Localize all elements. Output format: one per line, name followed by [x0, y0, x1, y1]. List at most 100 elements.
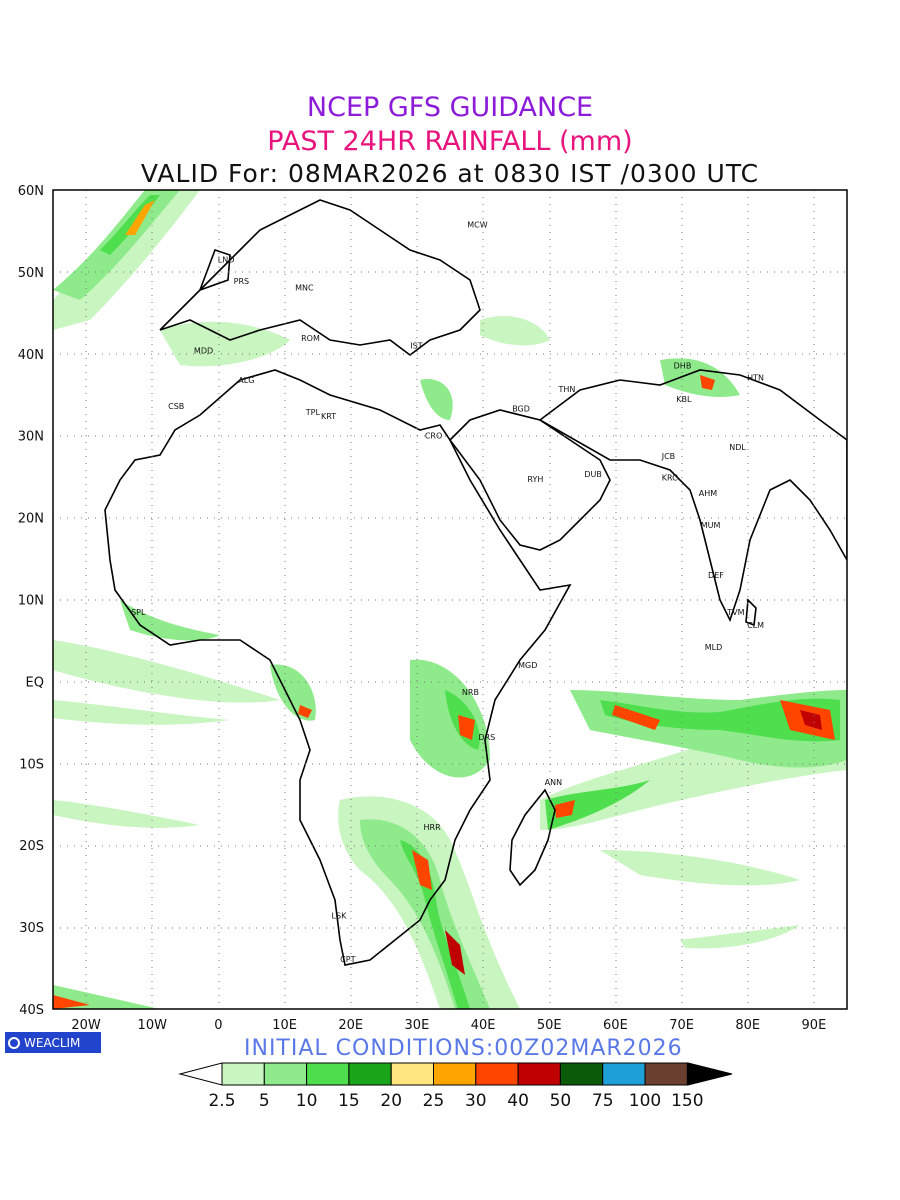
lat-label: 20S [19, 839, 44, 854]
longitude-labels: 20W 10W 0 10E 20E 30E 40E 50E 60E 70E 80E 90E [71, 1018, 826, 1033]
lat-label: 40N [18, 348, 44, 363]
city-label: AHM [699, 489, 717, 498]
city-label: MNC [295, 283, 314, 292]
colorbar-box [475, 1062, 519, 1086]
colorbar-label: 150 [671, 1091, 703, 1111]
colorbar-box [433, 1062, 477, 1086]
city-label: HRR [424, 823, 442, 832]
city-label: DRS [478, 733, 495, 742]
coastlines [104, 199, 847, 966]
lat-label: EQ [26, 675, 44, 690]
city-label: BGD [512, 405, 530, 414]
lat-label: 40S [19, 1003, 44, 1018]
title-model: NCEP GFS GUIDANCE [306, 92, 594, 123]
colorbar-box [306, 1062, 350, 1086]
city-label: SPL [131, 608, 146, 617]
lon-label: 80E [735, 1018, 760, 1033]
city-label: ANN [545, 778, 562, 787]
city-label: THN [558, 385, 576, 394]
city-label: MDD [194, 347, 213, 356]
city-label: HTN [747, 374, 764, 383]
lon-label: 90E [802, 1018, 827, 1033]
lon-label: 60E [603, 1018, 628, 1033]
city-label: KRC [662, 473, 678, 482]
weaclim-logo-icon [8, 1036, 20, 1049]
lon-label: 10W [138, 1018, 168, 1033]
weaclim-badge: WEACLIM [5, 1032, 101, 1053]
colorbar-label: 75 [592, 1091, 614, 1111]
colorbar-label: 100 [629, 1091, 661, 1111]
initial-conditions: INITIAL CONDITIONS:00Z02MAR2026 [244, 1036, 683, 1061]
colorbar-box [263, 1062, 308, 1086]
city-label: PRS [234, 277, 249, 286]
city-label: IST [410, 342, 422, 351]
colorbar-label: 25 [423, 1091, 445, 1111]
city-label: CPT [340, 955, 355, 964]
city-label: LND [218, 256, 235, 265]
colorbar-label: 10 [296, 1091, 318, 1111]
title-variable: PAST 24HR RAINFALL (mm) [267, 126, 633, 157]
rainfall-field [53, 190, 847, 1009]
colorbar-low-arrow [178, 1062, 223, 1086]
colorbar-box [348, 1062, 392, 1086]
city-label: CLM [747, 621, 764, 630]
colorbar-label: 50 [550, 1091, 572, 1111]
lon-label: 30E [405, 1018, 430, 1033]
city-label: ROM [301, 334, 320, 343]
city-labels: MCW LND PRS MNC MDD ROM IST ALG CSB TPL KRT CRO BGD T… [131, 220, 764, 964]
lat-label: 60N [18, 184, 44, 199]
city-label: TPL [305, 408, 321, 417]
lat-label: 50N [18, 266, 44, 281]
city-label: MUM [701, 521, 721, 530]
city-label: NDL [729, 443, 746, 452]
colorbar-box [221, 1062, 265, 1086]
city-label: ALG [238, 376, 254, 385]
city-label: RYH [527, 475, 543, 484]
badge-label: WEACLIM [24, 1035, 81, 1050]
city-label: DUB [584, 470, 602, 479]
colorbar-label: 30 [465, 1091, 487, 1111]
colorbar-box [602, 1062, 646, 1086]
lon-label: 0 [214, 1018, 222, 1033]
city-label: KBL [676, 395, 692, 404]
colorbar-boxes [221, 1062, 688, 1086]
colorbar-box [390, 1062, 435, 1086]
colorbar-label: 15 [338, 1091, 360, 1111]
lon-label: 10E [272, 1018, 297, 1033]
city-label: NRB [462, 688, 479, 697]
city-label: KRT [321, 412, 336, 421]
colorbar-label: 40 [507, 1091, 529, 1111]
city-label: CRO [425, 432, 442, 441]
lon-label: 20W [71, 1018, 101, 1033]
colorbar-box [559, 1062, 604, 1086]
lat-label: 30S [19, 921, 44, 936]
city-label: DEF [708, 571, 724, 580]
city-label: MGD [518, 661, 537, 670]
lat-label: 10S [19, 757, 44, 772]
lat-label: 30N [18, 430, 44, 445]
colorbar-label: 20 [380, 1091, 402, 1111]
city-label: TVM [726, 608, 744, 617]
city-label: DHB [674, 361, 692, 370]
colorbar-box [644, 1062, 688, 1086]
lon-label: 40E [471, 1018, 496, 1033]
city-label: JCB [661, 452, 675, 461]
colorbar-box [517, 1062, 561, 1086]
city-label: MCW [467, 220, 487, 229]
colorbar-label: 2.5 [208, 1091, 235, 1111]
city-label: CSB [168, 402, 184, 411]
latitude-labels: 60N 50N 40N 30N 20N 10N EQ 10S 20S 30S 40S [18, 184, 44, 1018]
lon-label: 50E [537, 1018, 562, 1033]
city-label: MLD [705, 643, 723, 652]
city-label: LSK [332, 912, 348, 921]
map-frame [52, 189, 848, 1010]
colorbar-labels: 2.5 5 10 15 20 25 30 40 50 75 100 150 [208, 1091, 703, 1111]
colorbar-label: 5 [259, 1091, 270, 1111]
title-valid-time: VALID For: 08MAR2026 at 0830 IST /0300 U… [140, 159, 760, 188]
lon-label: 20E [338, 1018, 363, 1033]
lat-label: 10N [18, 594, 44, 609]
colorbar-high-arrow [687, 1062, 733, 1086]
lat-label: 20N [18, 512, 44, 527]
